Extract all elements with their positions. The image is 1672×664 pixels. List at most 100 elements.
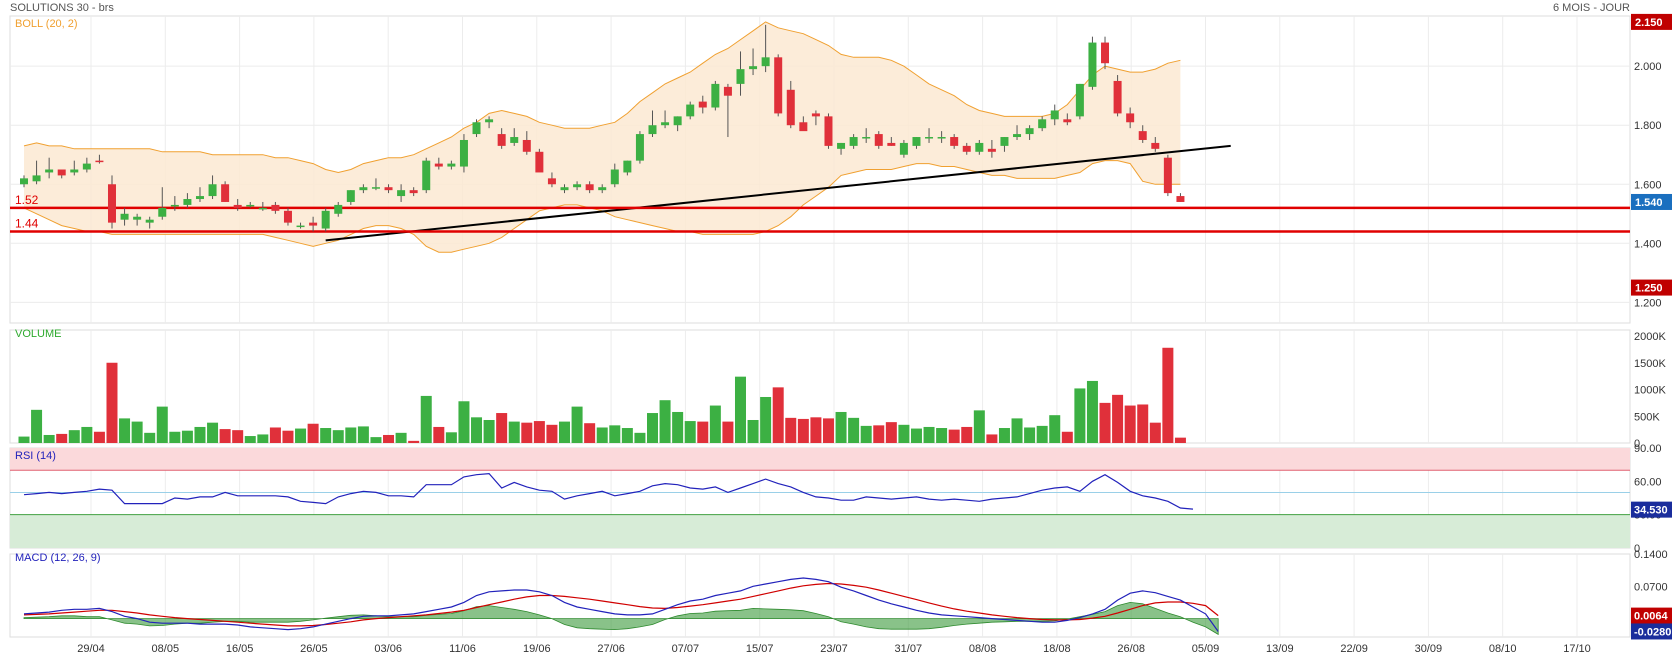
candle-body	[422, 160, 431, 191]
volume-bar	[282, 430, 294, 443]
last-price-tag: 1.540	[1635, 197, 1663, 209]
candle-body	[849, 137, 858, 146]
candle-body	[70, 169, 79, 173]
volume-bar	[269, 427, 281, 443]
candle-body	[573, 184, 582, 188]
volume-bar	[1162, 347, 1174, 443]
period-label[interactable]: 6 MOIS - JOUR	[1552, 2, 1630, 14]
candle-body	[1050, 110, 1059, 120]
volume-bar	[1049, 415, 1061, 443]
candle-body	[57, 169, 66, 176]
candle-body	[560, 187, 569, 191]
candle-body	[862, 137, 871, 139]
candle-body	[459, 139, 468, 167]
candle-body	[962, 145, 971, 152]
candle-body	[1000, 137, 1009, 146]
candle-body	[1151, 142, 1160, 149]
rsi-value-tag: 34.530	[1634, 505, 1668, 517]
candle-body	[598, 187, 607, 191]
price-tag-bg	[1631, 279, 1672, 296]
volume-bar	[43, 434, 55, 443]
candle-body	[1038, 119, 1047, 129]
candle-body	[45, 169, 54, 173]
candle-body	[32, 175, 41, 182]
volume-bar	[885, 422, 897, 443]
price-tag: 2.150	[1635, 17, 1663, 29]
candle-body	[535, 151, 544, 173]
x-tick-label: 19/06	[523, 643, 551, 655]
candle-body	[774, 57, 783, 114]
volume-bar	[1124, 405, 1136, 443]
volume-tick-label: 1000K	[1634, 385, 1666, 397]
x-tick-label: 08/10	[1489, 643, 1517, 655]
volume-bar	[609, 425, 621, 443]
candle-body	[183, 199, 192, 205]
x-tick-label: 22/09	[1340, 643, 1368, 655]
rsi-line	[23, 472, 1194, 510]
volume-bar	[848, 417, 860, 443]
x-tick-label: 26/08	[1117, 643, 1145, 655]
x-tick-label: 17/10	[1563, 643, 1591, 655]
candle-body	[623, 160, 632, 173]
volume-bar	[144, 432, 156, 443]
volume-bar	[93, 431, 105, 443]
rsi-value-tag-bg	[1631, 501, 1672, 518]
candle-body	[1075, 83, 1084, 117]
volume-bar	[1011, 418, 1023, 443]
volume-bar	[131, 421, 143, 443]
volume-bar	[1149, 422, 1161, 443]
candle-body	[246, 204, 255, 207]
volume-bar	[747, 419, 759, 443]
candle-body	[950, 137, 959, 146]
price-tag: 1.250	[1635, 283, 1663, 295]
candle-body	[195, 196, 204, 200]
volume-bar	[596, 427, 608, 443]
volume-bar	[1024, 427, 1036, 443]
macd-value-tag-bg	[1631, 623, 1672, 640]
volume-bar	[584, 423, 596, 443]
volume-bar	[433, 426, 445, 443]
x-tick-label: 07/07	[672, 643, 700, 655]
volume-bar	[1074, 388, 1086, 443]
volume-bar	[722, 421, 734, 443]
volume-bar	[835, 411, 847, 443]
candle-body	[937, 137, 946, 139]
volume-bar	[1137, 404, 1149, 443]
volume-bar	[910, 428, 922, 443]
x-tick-label: 16/05	[226, 643, 254, 655]
bollinger-upper-line	[23, 21, 1181, 174]
candle-body	[635, 134, 644, 161]
volume-bar	[156, 406, 168, 443]
candle-body	[510, 137, 519, 143]
volume-bar	[383, 434, 395, 443]
candle-body	[485, 119, 494, 123]
volume-tick-label: 1500K	[1634, 358, 1666, 370]
volume-bar	[973, 410, 985, 443]
candle-body	[95, 160, 104, 163]
candle-body	[271, 204, 280, 211]
price-tick-label: 1.400	[1634, 238, 1662, 250]
x-tick-label: 23/07	[820, 643, 848, 655]
price-tick-label: 1.600	[1634, 179, 1662, 191]
volume-bar	[68, 430, 80, 443]
indicator-label-volume: VOLUME	[15, 328, 61, 340]
volume-bar	[860, 425, 872, 443]
x-tick-label: 27/06	[597, 643, 625, 655]
candle-body	[749, 66, 758, 70]
candle-body	[384, 187, 393, 191]
candle-body	[296, 225, 305, 228]
volume-bar	[571, 406, 583, 443]
candle-body	[1063, 119, 1072, 123]
candle-body	[359, 187, 368, 191]
candle-body	[409, 190, 418, 194]
volume-bar	[1174, 437, 1186, 443]
rsi-overbought-zone	[10, 448, 1630, 471]
volume-bar	[986, 434, 998, 443]
candle-body	[133, 216, 142, 220]
candle-body	[145, 219, 154, 223]
volume-bar	[207, 422, 219, 443]
macd-value-tag: 0.0064	[1634, 611, 1669, 623]
x-tick-label: 18/08	[1043, 643, 1071, 655]
price-tick-label: 1.200	[1634, 297, 1662, 309]
